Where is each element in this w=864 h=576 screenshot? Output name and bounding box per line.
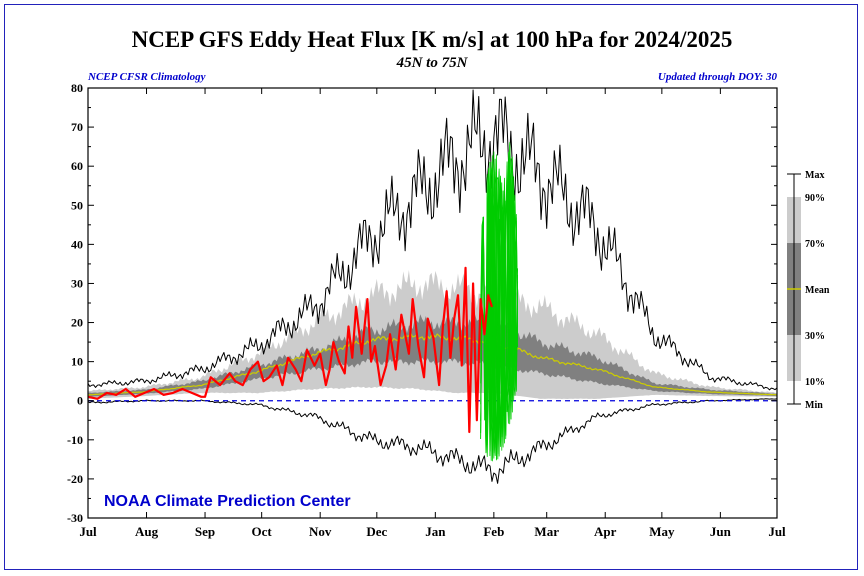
x-tick-label: Jun <box>710 524 732 539</box>
climatology-min-line <box>87 398 778 484</box>
legend-label: 30% <box>805 331 825 342</box>
y-tick-label: -10 <box>67 433 83 447</box>
climatology-note: NCEP CFSR Climatology <box>87 71 206 83</box>
legend-label: Max <box>805 170 824 181</box>
chart-title: NCEP GFS Eddy Heat Flux [K m/s] at 100 h… <box>132 27 733 52</box>
x-tick-label: Mar <box>534 524 559 539</box>
x-tick-label: Dec <box>366 524 387 539</box>
observed-2024-2025-line <box>87 266 494 434</box>
updated-note: Updated through DOY: 30 <box>658 71 778 83</box>
x-tick-label: Feb <box>483 524 504 539</box>
legend-label: 70% <box>805 239 825 250</box>
legend-label: 90% <box>805 193 825 204</box>
cpc-watermark: NOAA Climate Prediction Center <box>104 493 351 510</box>
y-tick-label: 70 <box>71 120 83 134</box>
y-tick-label: 0 <box>77 394 83 408</box>
band-30-70-percentile <box>88 314 777 397</box>
x-tick-label: Apr <box>594 524 617 539</box>
chart-frame <box>4 4 858 570</box>
y-tick-label: 10 <box>71 355 83 369</box>
x-tick-label: Sep <box>195 524 215 539</box>
chart-subtitle: 45N to 75N <box>396 55 469 71</box>
y-tick-label: 30 <box>71 276 83 290</box>
x-tick-label: May <box>649 524 675 539</box>
y-tick-label: 60 <box>71 159 83 173</box>
x-tick-label: Nov <box>309 524 332 539</box>
x-tick-label: Aug <box>135 524 159 539</box>
legend-label: Min <box>805 400 823 411</box>
x-tick-label: Jan <box>425 524 446 539</box>
x-tick-label: Jul <box>768 524 786 539</box>
legend-label: 10% <box>805 377 825 388</box>
x-tick-label: Oct <box>252 524 273 539</box>
climatology-max-line <box>87 89 778 391</box>
y-tick-label: 80 <box>71 81 83 95</box>
legend: Max 90% 70% Mean 30% 10% Min <box>787 170 830 411</box>
legend-label: Mean <box>805 285 830 296</box>
y-tick-label: -20 <box>67 472 83 486</box>
y-tick-label: 40 <box>71 237 83 251</box>
plot-area: -30 -20 -10 0 10 20 30 40 50 60 70 80 Jul Aug Sep Oct No… <box>67 81 786 539</box>
forecast-member-line <box>480 156 519 455</box>
x-tick-label: Jul <box>79 524 97 539</box>
y-tick-label: 50 <box>71 198 83 212</box>
y-tick-label: 20 <box>71 316 83 330</box>
y-tick-label: -30 <box>67 511 83 525</box>
